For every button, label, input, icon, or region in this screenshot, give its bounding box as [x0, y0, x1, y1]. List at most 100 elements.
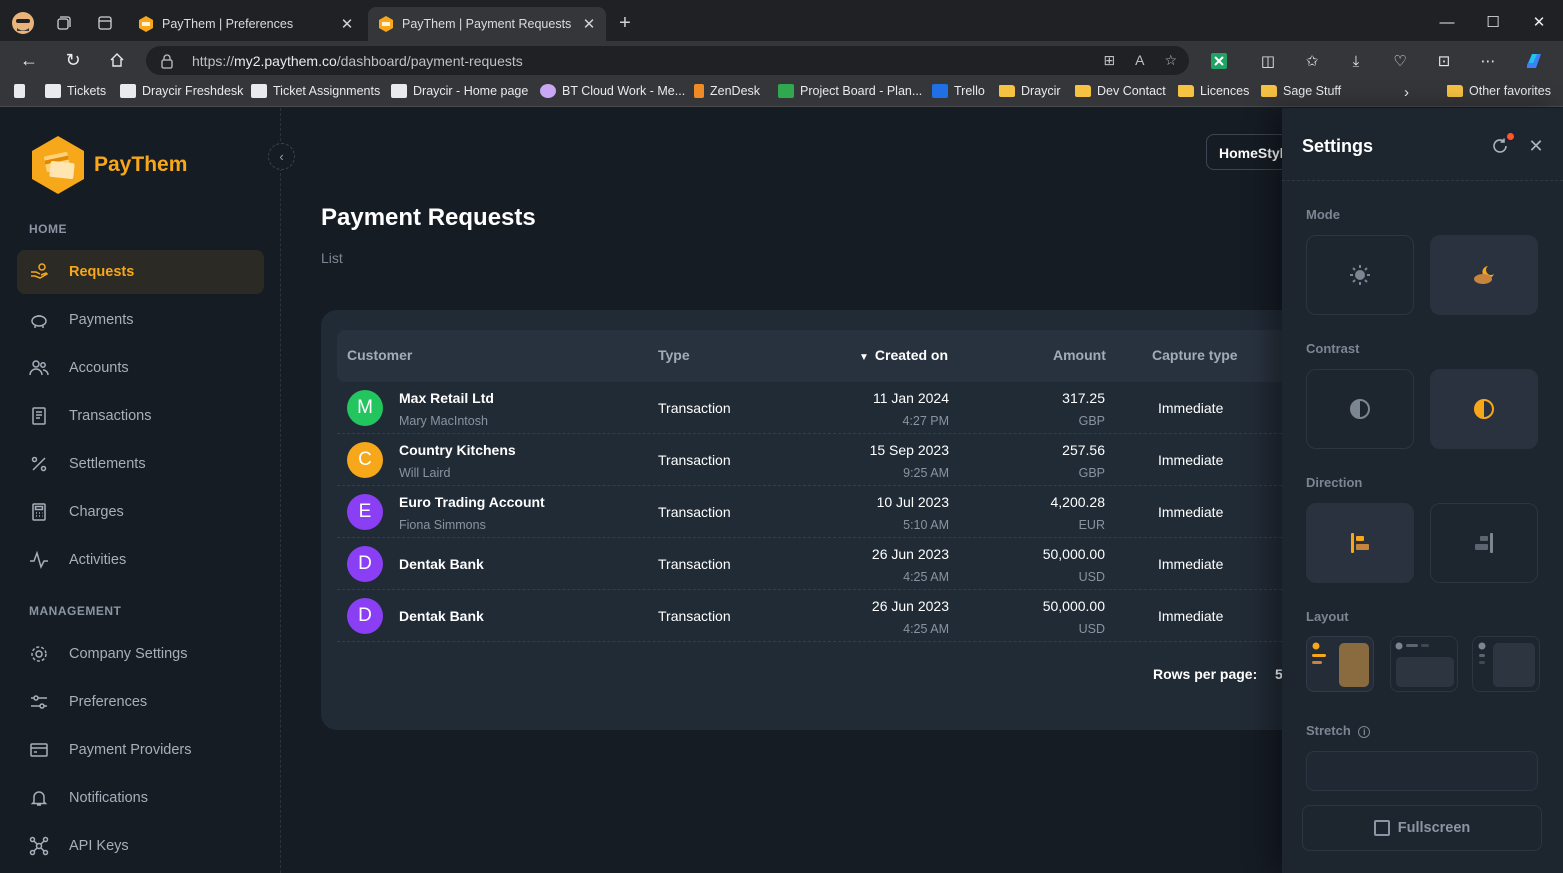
bookmark-item[interactable]: Tickets [45, 84, 106, 98]
maximize-icon[interactable]: ☐ [1486, 14, 1500, 31]
avatar: D [347, 598, 383, 634]
bookmarks-page-icon[interactable] [14, 84, 25, 98]
users-icon [29, 358, 49, 378]
table-row[interactable]: D Dentak Bank Transaction 26 Jun 2023 4:… [337, 590, 1297, 642]
bookmark-item[interactable]: Project Board - Plan... [778, 84, 922, 98]
favorite-star-icon[interactable]: ☆ [1164, 52, 1177, 68]
amount: 317.25 [1062, 390, 1105, 406]
tab-payment-requests[interactable]: PayThem | Payment Requests ✕ [368, 7, 606, 41]
workspaces-icon[interactable] [50, 10, 76, 36]
bookmark-folder[interactable]: Dev Contact [1075, 84, 1166, 98]
other-favorites-folder[interactable]: Other favorites [1447, 84, 1551, 98]
direction-ltr-option[interactable] [1306, 503, 1414, 583]
bookmark-folder[interactable]: Sage Stuff [1261, 84, 1341, 98]
direction-rtl-option[interactable] [1430, 503, 1538, 583]
table-row[interactable]: M Max Retail Ltd Mary MacIntosh Transact… [337, 382, 1297, 434]
customer-contact: Fiona Simmons [399, 518, 486, 532]
sidebar-item-requests[interactable]: Requests [17, 250, 264, 294]
reset-settings-icon[interactable] [1489, 135, 1511, 157]
close-tab-icon[interactable]: ✕ [582, 16, 596, 33]
layout-mini-option[interactable] [1472, 636, 1540, 692]
url-path: /dashboard/payment-requests [336, 52, 523, 69]
tab-preferences[interactable]: PayThem | Preferences ✕ [128, 7, 364, 41]
excel-extension-icon[interactable] [1208, 50, 1230, 72]
column-header-created-on[interactable]: ▼ Created on [859, 347, 949, 363]
screenshot-icon[interactable]: ⊡ [1437, 53, 1451, 70]
profile-avatar-icon[interactable] [10, 10, 36, 36]
table-row[interactable]: C Country Kitchens Will Laird Transactio… [337, 434, 1297, 486]
sidebar-item-accounts[interactable]: Accounts [17, 346, 264, 390]
fullscreen-icon [1373, 820, 1390, 836]
customer-name: Max Retail Ltd [399, 390, 494, 406]
created-date: 26 Jun 2023 [871, 546, 949, 562]
sidebar-item-activities[interactable]: Activities [17, 538, 264, 582]
bookmark-folder[interactable]: Licences [1178, 84, 1249, 98]
bookmark-item[interactable]: Ticket Assignments [251, 84, 380, 98]
copilot-icon[interactable] [1523, 50, 1545, 72]
layout-horizontal-option[interactable] [1390, 636, 1458, 692]
piggy-bank-icon [29, 310, 49, 330]
sidebar-item-transactions[interactable]: Transactions [17, 394, 264, 438]
downloads-icon[interactable]: ⤓ [1352, 52, 1360, 70]
created-time: 5:10 AM [903, 518, 949, 532]
bookmark-item[interactable]: Draycir - Home page [391, 84, 528, 98]
sidebar-item-payments[interactable]: Payments [17, 298, 264, 342]
column-header-type[interactable]: Type [658, 347, 690, 363]
contrast-bold-option[interactable] [1430, 369, 1538, 449]
bookmark-item[interactable]: ZenDesk [694, 84, 760, 98]
activity-pulse-icon [29, 550, 49, 570]
bookmark-item[interactable]: BT Cloud Work - Me... [540, 84, 685, 98]
info-icon[interactable]: i [1358, 726, 1371, 738]
folder-icon [1178, 85, 1194, 97]
browser-essentials-icon[interactable]: ♡ [1393, 53, 1407, 70]
rows-per-page-select[interactable]: 5 [1275, 666, 1283, 682]
read-aloud-icon[interactable]: A [1135, 52, 1145, 68]
minimize-icon[interactable]: — [1439, 13, 1455, 31]
sidebar-item-company-settings[interactable]: Company Settings [17, 632, 264, 676]
new-tab-icon[interactable]: + [619, 11, 631, 34]
favorites-icon[interactable]: ✩ [1305, 53, 1319, 70]
tab-actions-icon[interactable] [92, 10, 118, 36]
home-icon[interactable] [104, 48, 130, 72]
sidebar-item-notifications[interactable]: Notifications [17, 776, 264, 820]
mode-light-option[interactable] [1306, 235, 1414, 315]
layout-vertical-option[interactable] [1306, 636, 1374, 692]
sidebar-item-api-keys[interactable]: API Keys [17, 824, 264, 868]
avatar: E [347, 494, 383, 530]
table-row[interactable]: E Euro Trading Account Fiona Simmons Tra… [337, 486, 1297, 538]
collapse-sidebar-button[interactable]: ‹ [268, 143, 295, 170]
gear-icon [29, 644, 49, 664]
app-available-icon[interactable]: ⊞ [1103, 52, 1116, 68]
close-tab-icon[interactable]: ✕ [340, 16, 354, 33]
split-screen-icon[interactable]: ◫ [1260, 53, 1276, 70]
close-settings-icon[interactable]: ✕ [1528, 135, 1544, 156]
bookmark-item[interactable]: Draycir Freshdesk [120, 84, 243, 98]
bookmark-item[interactable]: Trello [932, 84, 985, 98]
sidebar-item-preferences[interactable]: Preferences [17, 680, 264, 724]
url-field[interactable]: https://my2.paythem.co/dashboard/payment… [146, 46, 1189, 75]
more-menu-icon[interactable]: ⋯ [1480, 53, 1496, 70]
breadcrumb[interactable]: List [321, 250, 343, 266]
back-icon[interactable]: ← [20, 49, 38, 70]
page-icon [778, 84, 794, 98]
lock-icon [161, 53, 173, 69]
currency: USD [1078, 570, 1105, 584]
page-icon [120, 84, 136, 98]
fullscreen-button[interactable]: Fullscreen [1302, 805, 1542, 851]
brand-logo[interactable]: PayThem [30, 134, 187, 196]
sidebar-item-settlements[interactable]: Settlements [17, 442, 264, 486]
sidebar-item-payment-providers[interactable]: Payment Providers [17, 728, 264, 772]
chevron-right-icon[interactable]: › [1404, 84, 1409, 101]
contrast-default-option[interactable] [1306, 369, 1414, 449]
close-window-icon[interactable]: ✕ [1532, 14, 1546, 31]
stretch-slider[interactable] [1306, 751, 1538, 791]
bookmark-folder[interactable]: Draycir [999, 84, 1061, 98]
table-row[interactable]: D Dentak Bank Transaction 26 Jun 2023 4:… [337, 538, 1297, 590]
sidebar-item-charges[interactable]: Charges [17, 490, 264, 534]
column-header-customer[interactable]: Customer [347, 347, 413, 363]
mode-dark-option[interactable] [1430, 235, 1538, 315]
column-header-capture-type[interactable]: Capture type [1152, 347, 1238, 363]
refresh-icon[interactable]: ↻ [65, 49, 81, 70]
capture-type: Immediate [1158, 452, 1224, 468]
column-header-amount[interactable]: Amount [1053, 347, 1106, 363]
